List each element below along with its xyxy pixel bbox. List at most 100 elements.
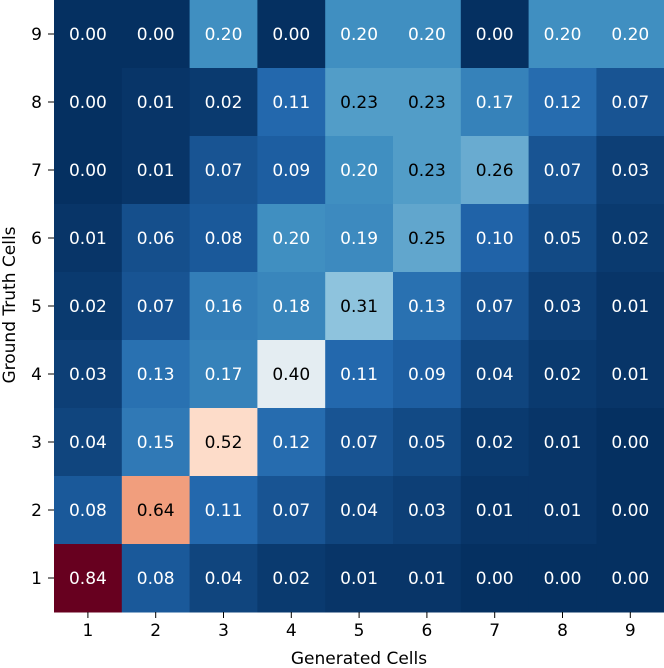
- cell-value-label-r8-c8: 0.12: [544, 93, 582, 113]
- cell-value-label-r8-c7: 0.17: [476, 93, 514, 113]
- heatmap-cell-r2-c9: [596, 476, 664, 545]
- heatmap-cell-r9-c2: [121, 0, 191, 69]
- heatmap-cell-r7-c1: [54, 136, 123, 205]
- heatmap-cell-r1-c7: [460, 544, 530, 613]
- cell-value-label-r2-c9: 0.00: [611, 501, 649, 521]
- y-tick-label-3: 3: [31, 433, 42, 453]
- heatmap-cell-r7-c3: [189, 136, 258, 205]
- heatmap-cell-r6-c3: [189, 204, 258, 273]
- heatmap-cell-r2-c7: [460, 476, 530, 545]
- y-axis-label: Ground Truth Cells: [0, 226, 20, 383]
- heatmap-cell-r9-c5: [325, 0, 394, 69]
- heatmap-cell-r6-c7: [460, 204, 530, 273]
- heatmap-cell-r3-c1: [54, 408, 123, 477]
- heatmap-cell-r5-c6: [393, 272, 462, 341]
- y-tick-label-5: 5: [31, 297, 42, 317]
- y-tick-label-9: 9: [31, 25, 42, 45]
- heatmap-cell-r9-c3: [189, 0, 258, 69]
- cell-value-label-r1-c2: 0.08: [137, 569, 175, 589]
- cell-value-label-r5-c3: 0.16: [205, 297, 243, 317]
- cell-value-label-r6-c1: 0.01: [69, 229, 107, 249]
- heatmap-cell-r4-c4: [257, 340, 326, 409]
- cell-value-label-r9-c1: 0.00: [69, 25, 107, 45]
- heatmap-cell-r1-c1: [54, 544, 123, 613]
- heatmap-cell-r5-c7: [460, 272, 530, 341]
- heatmap-cell-r4-c1: [54, 340, 123, 409]
- heatmap-cell-r5-c4: [257, 272, 326, 341]
- cell-value-label-r7-c6: 0.23: [408, 161, 446, 181]
- cell-value-label-r6-c2: 0.06: [137, 229, 175, 249]
- heatmap-cell-r5-c2: [121, 272, 191, 341]
- heatmap-cell-r4-c2: [121, 340, 191, 409]
- cell-value-label-r8-c1: 0.00: [69, 93, 107, 113]
- heatmap-cell-r4-c5: [325, 340, 394, 409]
- heatmap-cell-r4-c6: [393, 340, 462, 409]
- cell-value-label-r2-c2: 0.64: [137, 501, 175, 521]
- y-tick-label-8: 8: [31, 93, 42, 113]
- x-tick-label-1: 1: [82, 621, 93, 641]
- cell-value-label-r1-c6: 0.01: [408, 569, 446, 589]
- heatmap-cell-r3-c3: [189, 408, 258, 477]
- cell-value-label-r8-c3: 0.02: [205, 93, 243, 113]
- heatmap-cell-r8-c6: [393, 68, 462, 137]
- cell-value-label-r6-c4: 0.20: [272, 229, 310, 249]
- x-tick-label-5: 5: [354, 621, 365, 641]
- heatmap-cell-r5-c1: [54, 272, 123, 341]
- cell-value-label-r2-c4: 0.07: [272, 501, 310, 521]
- heatmap-cell-r1-c2: [121, 544, 191, 613]
- heatmap-cell-r1-c4: [257, 544, 326, 613]
- cell-value-label-r9-c8: 0.20: [544, 25, 582, 45]
- cell-value-label-r9-c4: 0.00: [272, 25, 310, 45]
- x-tick-label-9: 9: [625, 621, 636, 641]
- cell-value-label-r9-c2: 0.00: [137, 25, 175, 45]
- heatmap-cell-r3-c5: [325, 408, 394, 477]
- heatmap-cell-r5-c5: [325, 272, 394, 341]
- cell-value-label-r2-c8: 0.01: [544, 501, 582, 521]
- cell-value-label-r5-c8: 0.03: [544, 297, 582, 317]
- heatmap-cell-r6-c6: [393, 204, 462, 273]
- cell-value-label-r7-c5: 0.20: [340, 161, 378, 181]
- cell-value-label-r3-c5: 0.07: [340, 433, 378, 453]
- cell-value-label-r1-c5: 0.01: [340, 569, 378, 589]
- cell-value-label-r8-c2: 0.01: [137, 93, 175, 113]
- cell-value-label-r3-c9: 0.00: [611, 433, 649, 453]
- cell-value-label-r5-c2: 0.07: [137, 297, 175, 317]
- cell-value-label-r5-c5: 0.31: [340, 297, 378, 317]
- cell-value-label-r6-c7: 0.10: [476, 229, 514, 249]
- cell-value-label-r4-c9: 0.01: [611, 365, 649, 385]
- y-tick-label-6: 6: [31, 229, 42, 249]
- cell-value-label-r4-c7: 0.04: [476, 365, 514, 385]
- heatmap-cell-r6-c9: [596, 204, 664, 273]
- heatmap-cell-r5-c9: [596, 272, 664, 341]
- cell-value-label-r5-c1: 0.02: [69, 297, 107, 317]
- cell-value-label-r4-c8: 0.02: [544, 365, 582, 385]
- heatmap-cell-r8-c2: [121, 68, 191, 137]
- cell-value-label-r3-c2: 0.15: [137, 433, 175, 453]
- y-tick-label-2: 2: [31, 501, 42, 521]
- heatmap-cell-r6-c5: [325, 204, 394, 273]
- heatmap-cell-r7-c5: [325, 136, 394, 205]
- y-axis-ticks: 9 8 7 6 5 4 3 2 1: [31, 25, 54, 589]
- cell-value-label-r9-c5: 0.20: [340, 25, 378, 45]
- cell-value-label-r6-c9: 0.02: [611, 229, 649, 249]
- cell-value-label-r3-c6: 0.05: [408, 433, 446, 453]
- cell-value-label-r7-c2: 0.01: [137, 161, 175, 181]
- cell-value-label-r7-c1: 0.00: [69, 161, 107, 181]
- heatmap-cell-r2-c8: [528, 476, 597, 545]
- x-axis-label: Generated Cells: [291, 649, 427, 668]
- cell-value-label-r3-c7: 0.02: [476, 433, 514, 453]
- cell-value-label-r7-c4: 0.09: [272, 161, 310, 181]
- cell-value-label-r5-c6: 0.13: [408, 297, 446, 317]
- heatmap-cell-r8-c1: [54, 68, 123, 137]
- heatmap-cell-r4-c8: [528, 340, 597, 409]
- cell-value-label-r9-c9: 0.20: [611, 25, 649, 45]
- heatmap-cell-r1-c6: [393, 544, 462, 613]
- cell-value-label-r8-c6: 0.23: [408, 93, 446, 113]
- cell-value-label-r2-c5: 0.04: [340, 501, 378, 521]
- heatmap-cell-r5-c8: [528, 272, 597, 341]
- heatmap-cell-r8-c5: [325, 68, 394, 137]
- cell-value-label-r2-c7: 0.01: [476, 501, 514, 521]
- cell-value-label-r4-c1: 0.03: [69, 365, 107, 385]
- cell-value-label-r1-c8: 0.00: [544, 569, 582, 589]
- heatmap-cell-r7-c6: [393, 136, 462, 205]
